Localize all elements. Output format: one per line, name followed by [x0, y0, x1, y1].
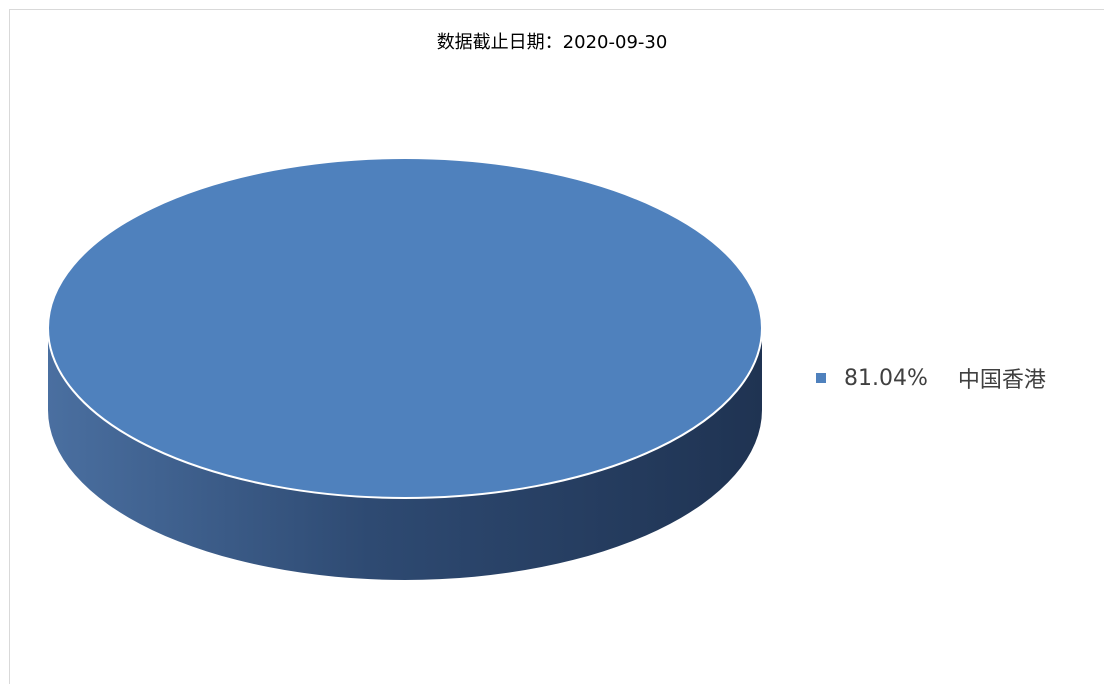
- pie-slice-side: [48, 328, 762, 580]
- chart-title: 数据截止日期：2020-09-30: [436, 32, 668, 53]
- legend-value: 81.04%: [844, 365, 928, 391]
- pie-slice-hong-kong[interactable]: [47, 157, 763, 499]
- legend-name: 中国香港: [957, 368, 1046, 393]
- legend: 81.04% 中国香港: [816, 362, 1046, 394]
- legend-swatch: [816, 373, 826, 383]
